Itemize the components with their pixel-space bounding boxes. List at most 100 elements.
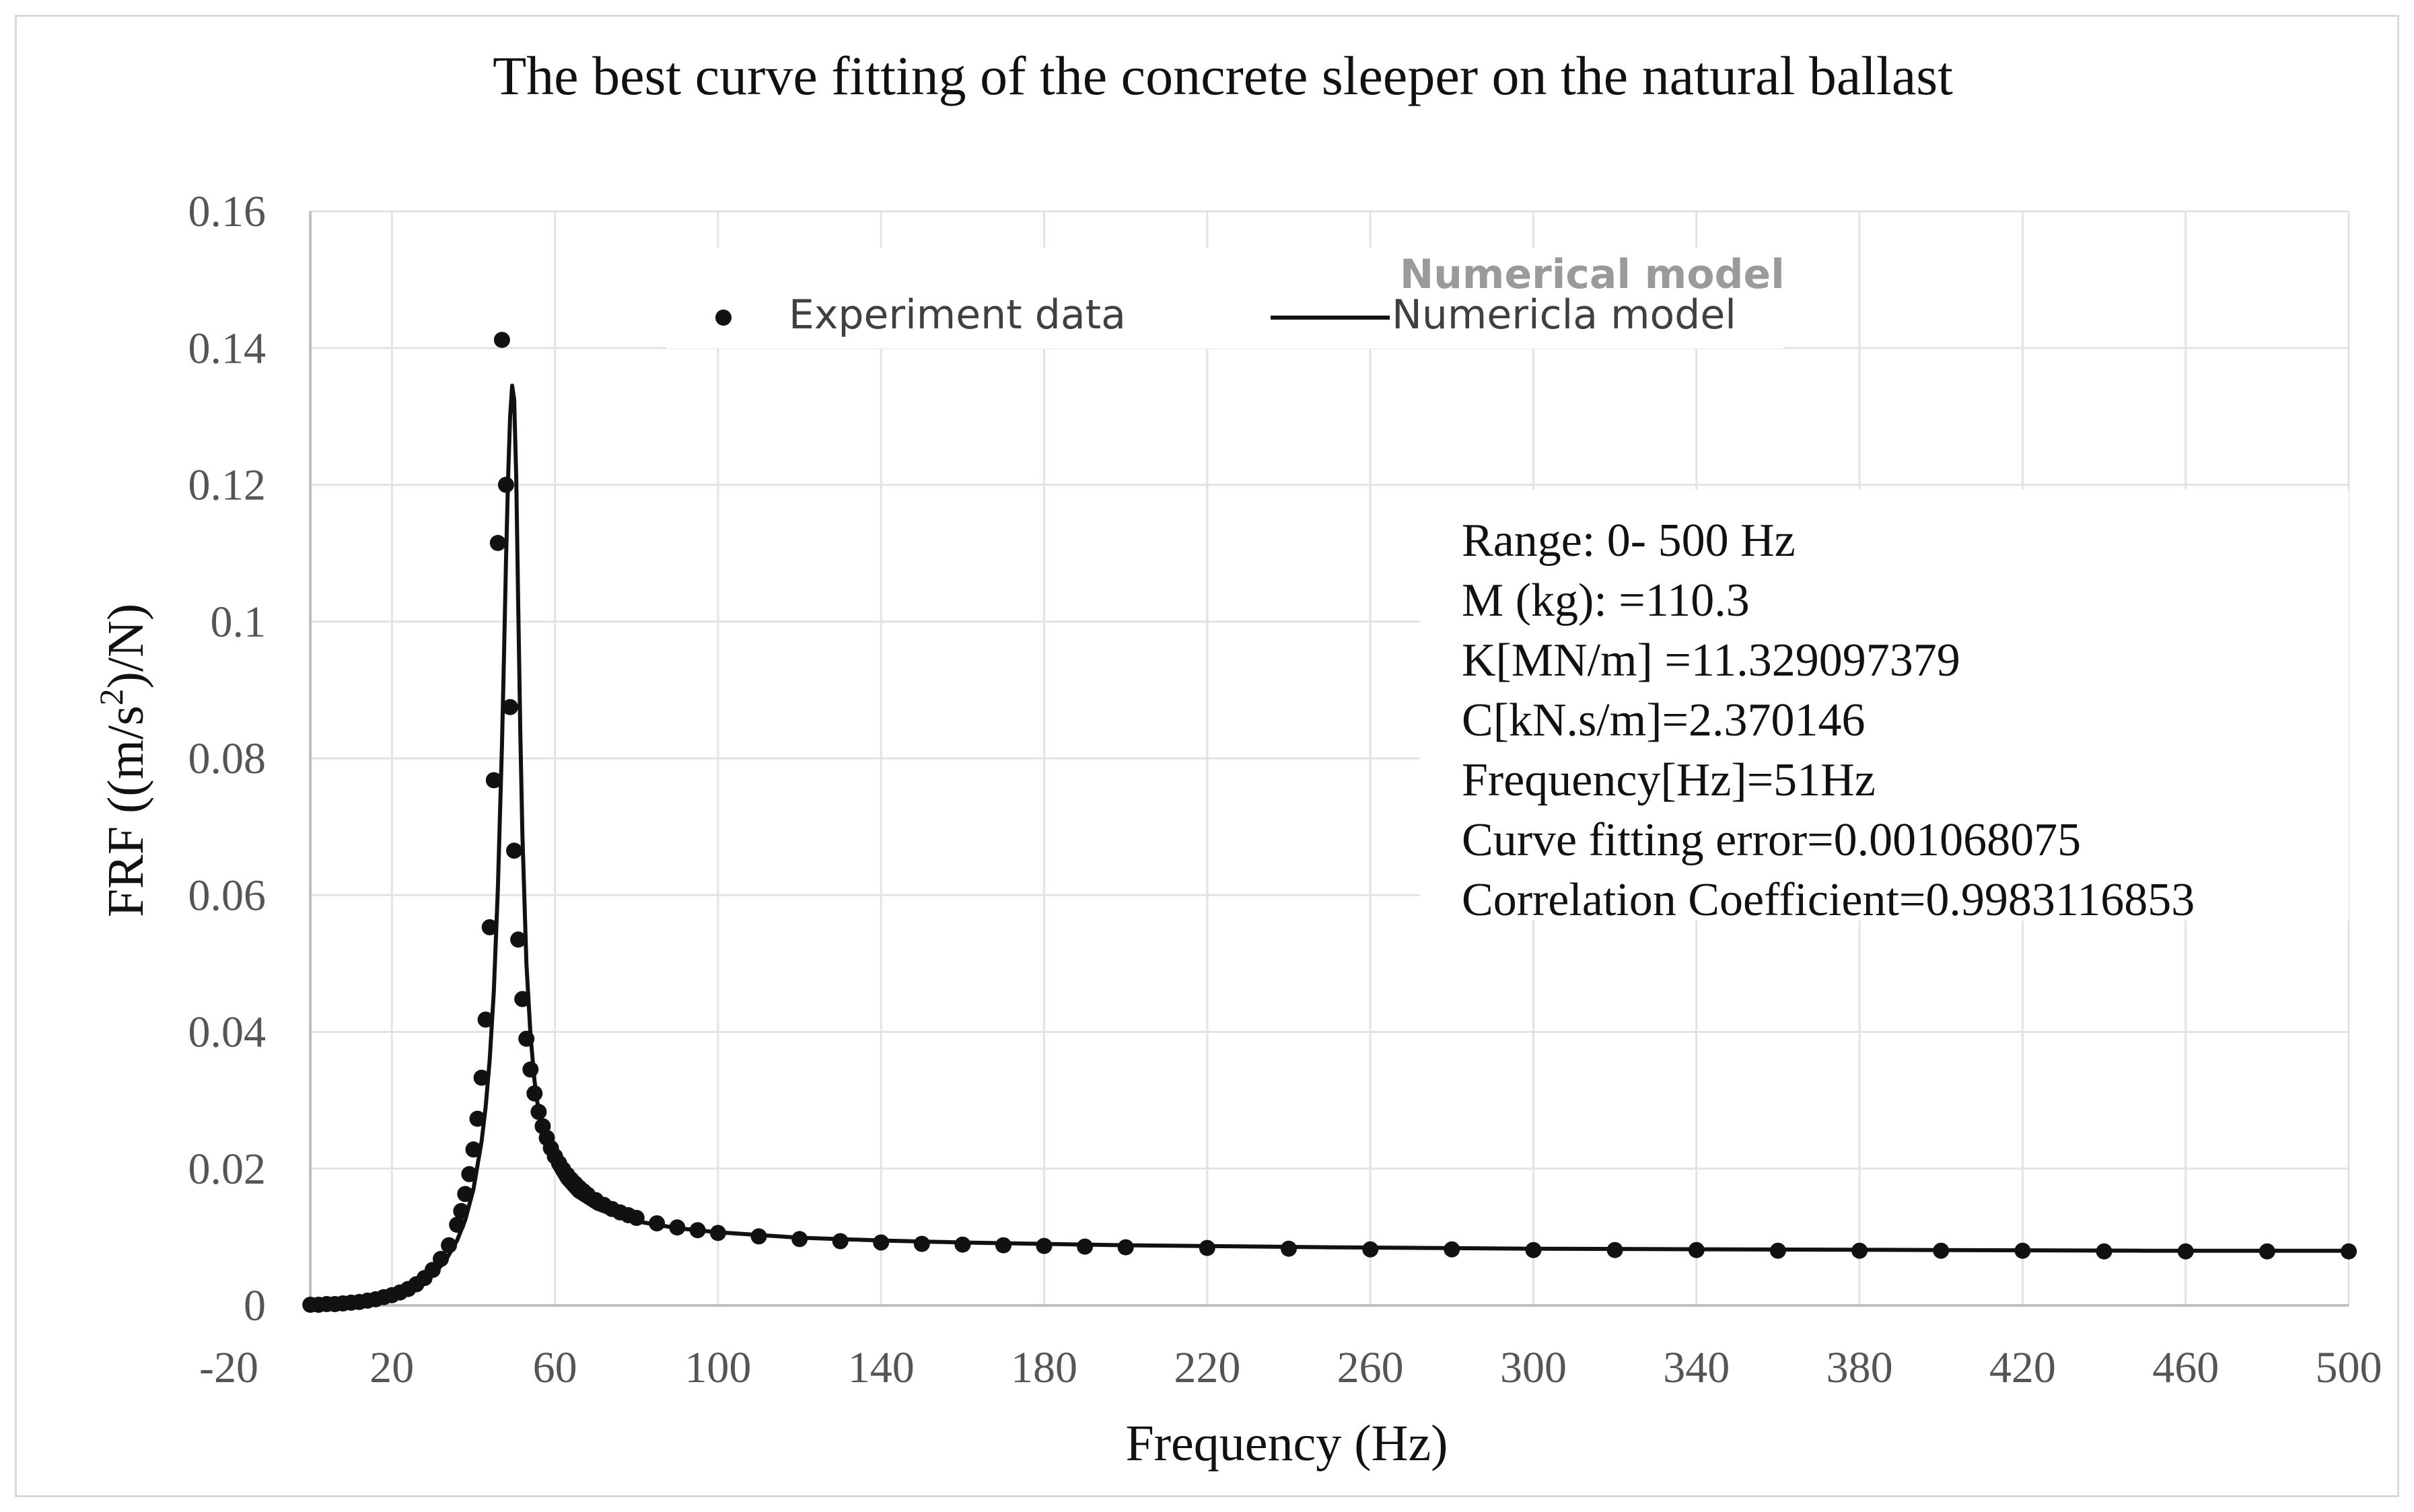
data-point bbox=[750, 1228, 767, 1245]
data-point bbox=[2177, 1243, 2194, 1260]
data-point bbox=[473, 1069, 490, 1086]
data-point bbox=[954, 1236, 971, 1253]
data-point bbox=[461, 1165, 478, 1182]
data-point bbox=[510, 931, 527, 948]
data-point bbox=[709, 1225, 726, 1241]
legend: Experiment data Numericla model Numerica… bbox=[715, 251, 1785, 338]
x-tick-label: 60 bbox=[533, 1343, 577, 1392]
data-point bbox=[1077, 1238, 1094, 1255]
data-point bbox=[1199, 1239, 1215, 1256]
data-point bbox=[1117, 1239, 1134, 1256]
y-tick-label: 0.12 bbox=[188, 461, 267, 510]
y-tick-label: 0 bbox=[244, 1281, 266, 1330]
y-axis-title-suffix: )/N) bbox=[98, 604, 154, 689]
data-point bbox=[2341, 1243, 2357, 1260]
data-point bbox=[502, 698, 518, 715]
data-point bbox=[477, 1011, 494, 1028]
x-tick-label: 340 bbox=[1663, 1343, 1730, 1392]
data-point bbox=[1036, 1237, 1053, 1254]
annotation-line-error: Curve fitting error=0.001068075 bbox=[1462, 814, 2081, 866]
data-point bbox=[913, 1235, 930, 1252]
annotation-line-stiffness: K[MN/m] =11.329097379 bbox=[1462, 635, 1960, 686]
data-point bbox=[873, 1234, 890, 1251]
data-point bbox=[489, 534, 506, 551]
annotation-text: Range: 0- 500 Hz M (kg): =110.3 K[MN/m] … bbox=[1462, 515, 2195, 926]
data-point bbox=[457, 1186, 474, 1202]
data-point bbox=[465, 1141, 482, 1158]
annotation-line-range: Range: 0- 500 Hz bbox=[1462, 515, 1796, 567]
data-point bbox=[1851, 1242, 1868, 1259]
data-point bbox=[453, 1202, 470, 1219]
x-tick-label: 140 bbox=[848, 1343, 915, 1392]
data-point bbox=[1606, 1241, 1623, 1258]
y-tick-label: 0.08 bbox=[188, 734, 267, 783]
data-point bbox=[481, 919, 498, 935]
y-tick-label: 0.02 bbox=[188, 1145, 267, 1194]
y-tick-label: 0.14 bbox=[188, 324, 267, 373]
y-tick-label: 0.16 bbox=[188, 187, 267, 236]
data-point bbox=[1362, 1241, 1379, 1258]
legend-label-experiment: Experiment data bbox=[789, 291, 1126, 338]
x-tick-label: 460 bbox=[2152, 1343, 2219, 1392]
data-point bbox=[1688, 1241, 1705, 1258]
x-axis-title: Frequency (Hz) bbox=[1125, 1415, 1448, 1472]
x-tick-label: 260 bbox=[1337, 1343, 1404, 1392]
data-point bbox=[530, 1104, 547, 1120]
data-point bbox=[469, 1110, 486, 1127]
data-point bbox=[832, 1233, 849, 1250]
y-tick-label: 0.1 bbox=[211, 598, 267, 647]
data-point bbox=[995, 1237, 1011, 1254]
y-axis-title-prefix: FRF ((m/s bbox=[98, 705, 154, 917]
data-point bbox=[493, 332, 510, 349]
annotation-line-correlation: Correlation Coefficient=0.9983116853 bbox=[1462, 874, 2195, 926]
annotation-line-frequency: Frequency[Hz]=51Hz bbox=[1462, 754, 1876, 806]
model-series bbox=[310, 384, 2349, 1307]
data-point bbox=[2259, 1243, 2275, 1260]
data-point bbox=[522, 1061, 539, 1078]
data-point bbox=[669, 1219, 686, 1236]
data-point bbox=[433, 1250, 449, 1267]
legend-label-model-overlay: Numerical model bbox=[1400, 251, 1785, 298]
data-point bbox=[2014, 1242, 2031, 1259]
data-point bbox=[1769, 1242, 1786, 1259]
data-point bbox=[449, 1217, 466, 1233]
data-point bbox=[497, 476, 514, 493]
y-axis-title: FRF ((m/s2)/N) bbox=[92, 604, 154, 917]
data-point bbox=[649, 1215, 666, 1231]
x-tick-label: 20 bbox=[369, 1343, 414, 1392]
annotation-line-damping: C[kN.s/m]=2.370146 bbox=[1462, 694, 1865, 746]
data-point bbox=[514, 991, 531, 1007]
x-tick-label: 180 bbox=[1011, 1343, 1077, 1392]
data-point bbox=[2096, 1243, 2113, 1260]
legend-marker-experiment bbox=[715, 310, 732, 326]
data-point bbox=[628, 1209, 645, 1226]
annotation-box bbox=[1420, 490, 2349, 921]
x-tick-label: -20 bbox=[199, 1343, 258, 1392]
x-tick-label: 220 bbox=[1174, 1343, 1240, 1392]
legend-label-model: Numericla model bbox=[1392, 291, 1736, 338]
data-point bbox=[485, 772, 502, 789]
data-point bbox=[1444, 1241, 1460, 1258]
data-point bbox=[1933, 1242, 1950, 1259]
y-tick-labels: 0 0.02 0.04 0.06 0.08 0.1 0.12 0.14 0.16 bbox=[188, 187, 267, 1330]
y-axis-title-sup: 2 bbox=[92, 688, 130, 705]
annotation-line-mass: M (kg): =110.3 bbox=[1462, 575, 1750, 626]
y-tick-label: 0.04 bbox=[188, 1008, 267, 1057]
chart-title: The best curve fitting of the concrete s… bbox=[493, 45, 1953, 106]
legend-box bbox=[666, 248, 1783, 349]
model-line bbox=[310, 384, 2349, 1307]
x-tick-label: 300 bbox=[1500, 1343, 1567, 1392]
x-tick-label: 380 bbox=[1826, 1343, 1893, 1392]
data-point bbox=[689, 1222, 706, 1239]
data-point bbox=[506, 842, 522, 859]
data-point bbox=[441, 1237, 458, 1254]
data-point bbox=[791, 1231, 808, 1248]
x-tick-label: 500 bbox=[2316, 1343, 2382, 1392]
x-tick-labels: -20 20 60 100 140 180 220 260 300 340 380 420 460 500 bbox=[199, 1343, 2382, 1392]
y-tick-label: 0.06 bbox=[188, 871, 267, 920]
data-point bbox=[526, 1085, 543, 1102]
experiment-series bbox=[302, 332, 2357, 1313]
x-tick-label: 100 bbox=[684, 1343, 751, 1392]
data-point bbox=[1281, 1240, 1297, 1257]
